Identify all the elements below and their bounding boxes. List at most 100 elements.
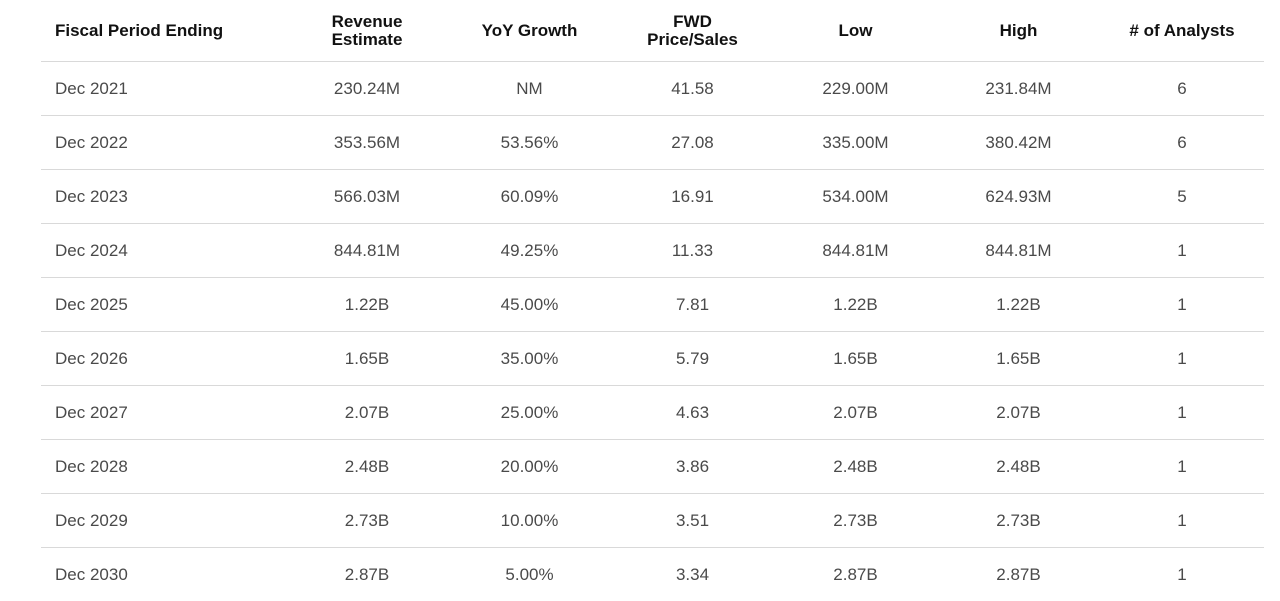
- header-label: FWD: [673, 11, 712, 31]
- low-cell: 1.22B: [774, 277, 937, 332]
- low-cell: 1.65B: [774, 331, 937, 386]
- revenue-estimate-cell: 230.24M: [286, 61, 448, 116]
- revenue-estimates-table: Fiscal Period Ending Revenue Estimate Yo…: [41, 0, 1264, 601]
- table-row: Dec 2021 230.24M NM 41.58 229.00M 231.84M 6: [41, 61, 1264, 116]
- revenue-estimate-cell: 2.73B: [286, 493, 448, 548]
- column-header-high[interactable]: High: [937, 0, 1100, 62]
- header-label: # of Analysts: [1129, 20, 1235, 40]
- high-cell: 1.65B: [937, 331, 1100, 386]
- table-row: Dec 2023 566.03M 60.09% 16.91 534.00M 624.93M…: [41, 169, 1264, 224]
- fiscal-period-cell: Dec 2024: [41, 223, 286, 278]
- high-cell: 2.48B: [937, 439, 1100, 494]
- table-header: Fiscal Period Ending Revenue Estimate Yo…: [41, 0, 1264, 62]
- high-cell: 1.22B: [937, 277, 1100, 332]
- low-cell: 335.00M: [774, 115, 937, 170]
- table-row: Dec 2030 2.87B 5.00% 3.34 2.87B 2.87B 1: [41, 548, 1264, 601]
- num-analysts-cell: 6: [1100, 61, 1264, 116]
- fiscal-period-cell: Dec 2029: [41, 493, 286, 548]
- fwd-price-sales-cell: 3.34: [675, 564, 710, 584]
- yoy-growth-cell: 53.56%: [448, 115, 611, 170]
- yoy-growth-cell: 20.00%: [448, 439, 611, 494]
- yoy-growth-cell: 10.00%: [448, 493, 611, 548]
- yoy-growth-cell: 49.25%: [448, 223, 611, 278]
- fwd-price-sales-cell: 11.33: [611, 223, 774, 278]
- revenue-estimate-cell: 1.22B: [286, 277, 448, 332]
- revenue-estimate-cell: 566.03M: [286, 169, 448, 224]
- table-body: Dec 2021 230.24M NM 41.58 229.00M 231.84M 6 Dec…: [41, 61, 1264, 601]
- table-row: Dec 2029 2.73B 10.00% 3.51 2.73B 2.73B 1: [41, 493, 1264, 548]
- num-analysts-cell: 5: [1100, 169, 1264, 224]
- fiscal-period-cell: Dec 2028: [41, 439, 286, 494]
- revenue-estimate-cell: 2.87B: [344, 564, 390, 584]
- header-label: Low: [838, 20, 873, 40]
- num-analysts-cell: 1: [1100, 439, 1264, 494]
- column-header-fwd-price-sales[interactable]: FWD Price/Sales: [611, 0, 774, 62]
- revenue-estimate-cell: 1.65B: [286, 331, 448, 386]
- low-cell: 534.00M: [774, 169, 937, 224]
- fwd-price-sales-cell: 27.08: [611, 115, 774, 170]
- column-header-revenue-estimate[interactable]: Revenue Estimate: [286, 0, 448, 62]
- fiscal-period-cell: Dec 2025: [41, 277, 286, 332]
- fwd-price-sales-cell: 41.58: [611, 61, 774, 116]
- yoy-growth-cell: 45.00%: [448, 277, 611, 332]
- header-label: Revenue: [331, 11, 403, 31]
- column-header-low[interactable]: Low: [774, 0, 937, 62]
- table-row: Dec 2027 2.07B 25.00% 4.63 2.07B 2.07B 1: [41, 385, 1264, 440]
- fwd-price-sales-cell: 16.91: [611, 169, 774, 224]
- fiscal-period-cell: Dec 2027: [41, 385, 286, 440]
- high-cell: 2.73B: [937, 493, 1100, 548]
- header-label: Estimate: [331, 29, 403, 49]
- fwd-price-sales-cell: 4.63: [611, 385, 774, 440]
- table-row: Dec 2025 1.22B 45.00% 7.81 1.22B 1.22B 1: [41, 277, 1264, 332]
- column-header-fiscal-period[interactable]: Fiscal Period Ending: [41, 0, 286, 62]
- num-analysts-cell: 1: [1100, 223, 1264, 278]
- high-cell: 2.07B: [937, 385, 1100, 440]
- revenue-estimate-cell: 353.56M: [286, 115, 448, 170]
- num-analysts-cell: 1: [1100, 331, 1264, 386]
- fwd-price-sales-cell: 3.51: [611, 493, 774, 548]
- low-cell: 844.81M: [774, 223, 937, 278]
- high-cell: 2.87B: [996, 564, 1041, 584]
- yoy-growth-cell: NM: [448, 61, 611, 116]
- low-cell: 2.07B: [774, 385, 937, 440]
- yoy-growth-cell: 25.00%: [448, 385, 611, 440]
- revenue-estimate-cell: 2.48B: [286, 439, 448, 494]
- num-analysts-cell: 1: [1100, 277, 1264, 332]
- revenue-estimates-table-container: Fiscal Period Ending Revenue Estimate Yo…: [41, 0, 1264, 601]
- table-row: Dec 2022 353.56M 53.56% 27.08 335.00M 380.42M…: [41, 115, 1264, 170]
- high-cell: 624.93M: [937, 169, 1100, 224]
- fiscal-period-cell: Dec 2021: [41, 61, 286, 116]
- table-row: Dec 2028 2.48B 20.00% 3.86 2.48B 2.48B 1: [41, 439, 1264, 494]
- fiscal-period-cell: Dec 2030: [55, 564, 128, 584]
- fwd-price-sales-cell: 5.79: [611, 331, 774, 386]
- yoy-growth-cell: 35.00%: [448, 331, 611, 386]
- num-analysts-cell: 1: [1100, 385, 1264, 440]
- header-label: YoY Growth: [481, 20, 578, 40]
- column-header-yoy-growth[interactable]: YoY Growth: [448, 0, 611, 62]
- header-label: High: [999, 20, 1038, 40]
- low-cell: 2.87B: [833, 564, 878, 584]
- column-header-num-analysts[interactable]: # of Analysts: [1100, 0, 1264, 62]
- yoy-growth-cell: 5.00%: [505, 564, 554, 584]
- table-row: Dec 2026 1.65B 35.00% 5.79 1.65B 1.65B 1: [41, 331, 1264, 386]
- high-cell: 844.81M: [937, 223, 1100, 278]
- fiscal-period-cell: Dec 2026: [41, 331, 286, 386]
- fwd-price-sales-cell: 7.81: [611, 277, 774, 332]
- fiscal-period-cell: Dec 2022: [41, 115, 286, 170]
- num-analysts-cell: 6: [1100, 115, 1264, 170]
- num-analysts-cell: 1: [1100, 493, 1264, 548]
- low-cell: 2.73B: [774, 493, 937, 548]
- high-cell: 231.84M: [937, 61, 1100, 116]
- header-row: Fiscal Period Ending Revenue Estimate Yo…: [41, 0, 1264, 62]
- header-label: Fiscal Period Ending: [55, 20, 224, 40]
- fwd-price-sales-cell: 3.86: [611, 439, 774, 494]
- revenue-estimate-cell: 844.81M: [286, 223, 448, 278]
- yoy-growth-cell: 60.09%: [448, 169, 611, 224]
- fiscal-period-cell: Dec 2023: [41, 169, 286, 224]
- revenue-estimate-cell: 2.07B: [286, 385, 448, 440]
- header-label: Price/Sales: [647, 29, 738, 49]
- table-row: Dec 2024 844.81M 49.25% 11.33 844.81M 844.81M…: [41, 223, 1264, 278]
- high-cell: 380.42M: [937, 115, 1100, 170]
- low-cell: 2.48B: [774, 439, 937, 494]
- low-cell: 229.00M: [774, 61, 937, 116]
